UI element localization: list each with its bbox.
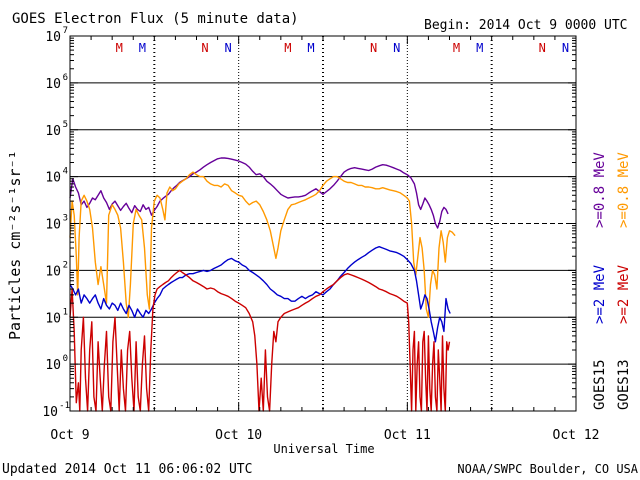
mn-marker-label: M	[476, 41, 483, 55]
y-tick-label: 10	[45, 358, 61, 373]
y-tick-label: 10	[45, 77, 61, 92]
y-tick-exponent: 5	[63, 120, 68, 130]
grid	[70, 36, 576, 411]
mn-marker-label: M	[139, 41, 146, 55]
mn-marker-label: N	[562, 41, 569, 55]
y-tick-exponent: 6	[63, 73, 68, 83]
y-tick-label: 10	[42, 405, 58, 420]
mn-marker-label: N	[393, 41, 400, 55]
mn-marker-label: M	[116, 41, 123, 55]
data-series	[69, 157, 456, 412]
mn-marker-label: N	[225, 41, 232, 55]
y-tick-label: 10	[45, 264, 61, 279]
legend-entry: >=0.8 MeV	[616, 152, 632, 228]
legend: >=0.8 MeV >=0.8 MeV >=2 MeV >=2 MeV GOES15 GO…	[592, 152, 632, 410]
y-tick-exponent: 7	[63, 26, 68, 36]
legend-entry: >=2 MeV	[592, 264, 608, 324]
y-tick-exponent: 0	[63, 354, 68, 364]
series-line	[69, 171, 456, 318]
chart-title: GOES Electron Flux (5 minute data)	[12, 11, 299, 27]
x-axis-ticks: Oct 9 Oct 10 Oct 11 Oct 12	[50, 36, 599, 443]
x-tick-label: Oct 10	[215, 428, 262, 443]
legend-entry: GOES15	[592, 359, 608, 410]
updated-timestamp: Updated 2014 Oct 11 06:06:02 UTC	[2, 462, 252, 477]
y-tick-exponent: -1	[59, 401, 70, 411]
series-line	[69, 157, 449, 229]
y-tick-label: 10	[45, 311, 61, 326]
series-line	[69, 246, 451, 343]
y-tick-exponent: 1	[63, 307, 68, 317]
agency-credit: NOAA/SWPC Boulder, CO USA	[457, 462, 638, 476]
mn-marker-label: N	[201, 41, 208, 55]
y-tick-exponent: 2	[63, 260, 68, 270]
legend-entry: GOES13	[616, 359, 632, 410]
y-tick-label: 10	[45, 124, 61, 139]
y-tick-label: 10	[45, 218, 61, 233]
x-tick-label: Oct 12	[553, 428, 600, 443]
x-tick-label: Oct 11	[384, 428, 431, 443]
legend-entry: >=0.8 MeV	[592, 152, 608, 228]
mn-marker-label: M	[307, 41, 314, 55]
mn-marker-label: N	[539, 41, 546, 55]
mn-marker-label: M	[284, 41, 291, 55]
y-tick-label: 10	[45, 171, 61, 186]
y-tick-exponent: 3	[63, 214, 68, 224]
begin-time-label: Begin: 2014 Oct 9 0000 UTC	[424, 18, 628, 33]
y-tick-exponent: 4	[63, 167, 68, 177]
mn-marker-label: M	[453, 41, 460, 55]
mn-marker-label: N	[370, 41, 377, 55]
y-axis-label: Particles cm⁻²s⁻¹sr⁻¹	[6, 150, 24, 340]
legend-entry: >=2 MeV	[616, 264, 632, 324]
series-line	[69, 269, 451, 412]
x-axis-label: Universal Time	[273, 442, 374, 456]
x-tick-label: Oct 9	[50, 428, 89, 443]
y-tick-label: 10	[45, 30, 61, 45]
